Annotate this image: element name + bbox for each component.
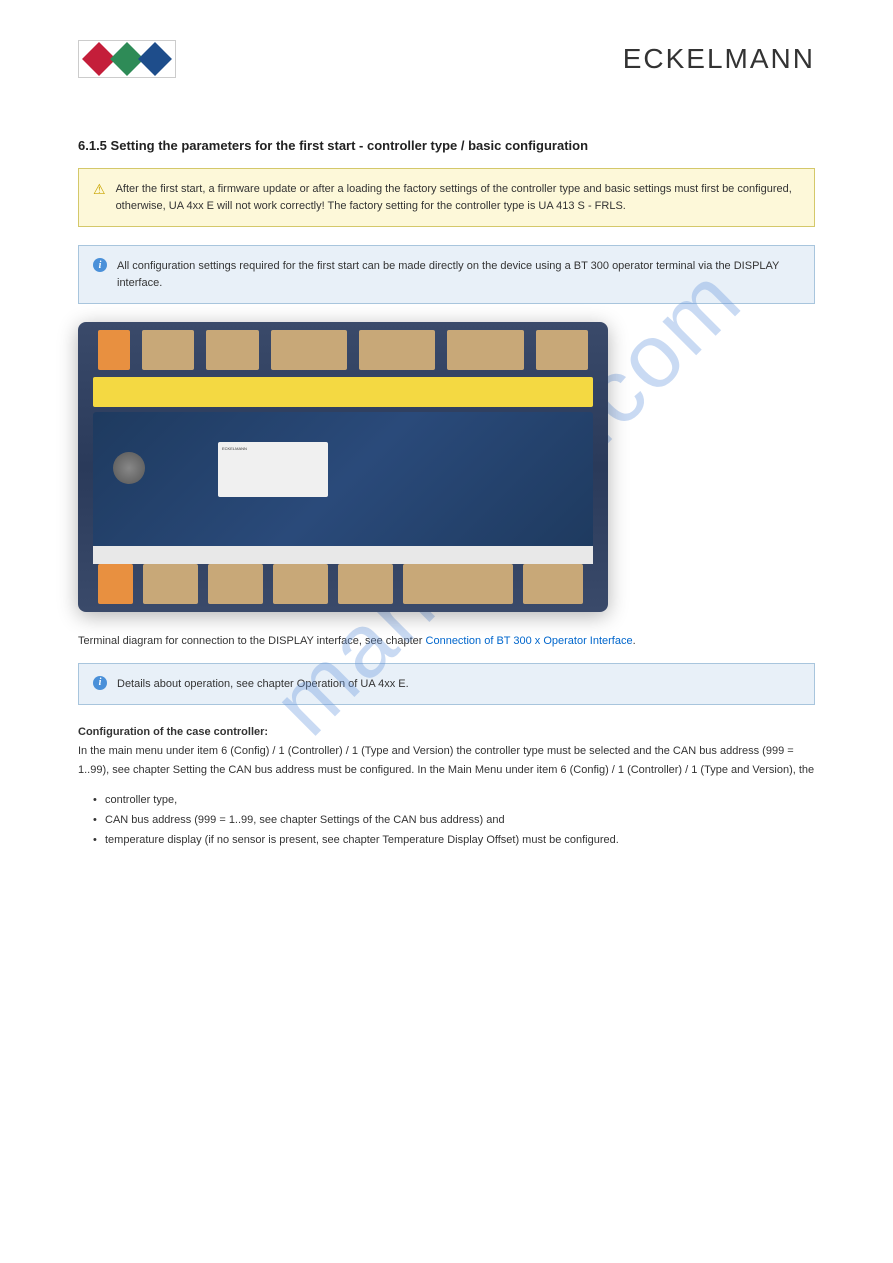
list-item: CAN bus address (999 = 1..99, see chapte… [93,811,815,831]
caption-link[interactable]: Connection of BT 300 x Operator Interfac… [426,635,633,647]
connector [273,564,328,604]
section-title: 6.1.5 Setting the parameters for the fir… [78,138,815,153]
list-item: controller type, [93,791,815,811]
info-box-2: i Details about operation, see chapter O… [78,663,815,706]
device-pcb [93,412,593,552]
connector [359,330,435,370]
connector [142,330,194,370]
info-box-1: i All configuration settings required fo… [78,245,815,304]
brand-name: ECKELMANN [623,43,815,75]
connector [206,330,258,370]
config-label: Configuration of the case controller: [78,726,268,738]
device-bottom-strip [93,546,593,564]
info-icon: i [93,676,107,690]
device-battery [113,452,145,484]
info-text-2: Details about operation, see chapter Ope… [117,676,409,693]
connector [143,564,198,604]
page-header: ECKELMANN [78,40,815,78]
brand-logo [78,40,176,78]
device-top-connectors [98,330,588,370]
image-caption: Terminal diagram for connection to the D… [78,632,815,651]
logo-square-blue [138,42,172,76]
config-intro: In the main menu under item 6 (Config) /… [78,745,814,776]
connector [403,564,513,604]
warning-icon: ⚠ [93,181,106,214]
info-text-1: All configuration settings required for … [117,258,800,291]
device-photo: ECKELMANN [78,322,608,612]
section-number: 6.1.5 [78,138,107,153]
connector [523,564,583,604]
device-label-strip [93,377,593,407]
device-bottom-connectors [98,564,588,604]
connector [208,564,263,604]
warning-box: ⚠ After the first start, a firmware upda… [78,168,815,227]
connector [98,330,130,370]
config-paragraph: Configuration of the case controller: In… [78,723,815,779]
list-item: temperature display (if no sensor is pre… [93,831,815,851]
info-icon: i [93,258,107,272]
config-list: controller type, CAN bus address (999 = … [78,791,815,850]
warning-text: After the first start, a firmware update… [116,181,800,214]
connector [447,330,523,370]
connector [271,330,347,370]
device-product-label: ECKELMANN [218,442,328,497]
page-container: ECKELMANN 6.1.5 Setting the parameters f… [0,0,893,891]
caption-text: Terminal diagram for connection to the D… [78,635,422,647]
connector [536,330,588,370]
device-label-brand: ECKELMANN [222,446,324,451]
connector [338,564,393,604]
connector [98,564,133,604]
section-heading: Setting the parameters for the first sta… [111,138,588,153]
